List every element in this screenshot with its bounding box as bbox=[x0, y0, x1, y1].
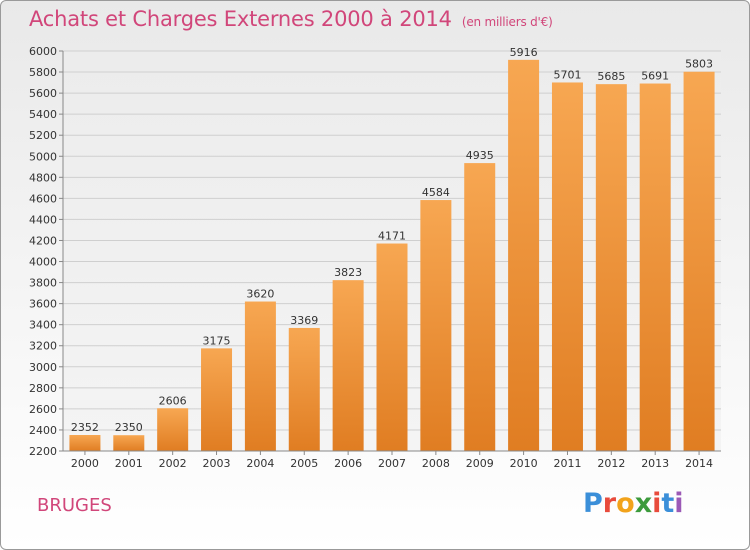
y-tick-label: 3600 bbox=[29, 298, 57, 311]
y-tick-label: 4000 bbox=[29, 256, 57, 269]
bar-2002 bbox=[157, 408, 189, 451]
data-label-2003: 3175 bbox=[203, 334, 231, 347]
logo-letter: r bbox=[602, 488, 617, 519]
data-label-2008: 4584 bbox=[422, 186, 450, 199]
chart-title-text: Achats et Charges Externes 2000 à 2014 bbox=[29, 7, 452, 31]
y-tick-label: 2600 bbox=[29, 403, 57, 416]
bar-2013 bbox=[639, 83, 671, 452]
y-tick-label: 4800 bbox=[29, 171, 57, 184]
logo-letter: x bbox=[634, 488, 653, 519]
x-tick-label: 2013 bbox=[641, 457, 669, 470]
x-tick-label: 2010 bbox=[510, 457, 538, 470]
data-label-2014: 5803 bbox=[685, 58, 713, 71]
y-tick-label: 3400 bbox=[29, 319, 57, 332]
bar-2003 bbox=[201, 348, 233, 451]
y-tick-label: 5400 bbox=[29, 108, 57, 121]
x-tick-label: 2003 bbox=[203, 457, 231, 470]
y-tick-label: 5600 bbox=[29, 87, 57, 100]
data-label-2005: 3369 bbox=[290, 314, 318, 327]
bar-2014 bbox=[683, 71, 715, 451]
y-tick-label: 5200 bbox=[29, 129, 57, 142]
bar-2005 bbox=[288, 327, 320, 451]
x-tick-label: 2002 bbox=[159, 457, 187, 470]
x-tick-label: 2008 bbox=[422, 457, 450, 470]
x-tick-label: 2012 bbox=[597, 457, 625, 470]
y-tick-label: 4400 bbox=[29, 213, 57, 226]
x-tick-label: 2007 bbox=[378, 457, 406, 470]
logo-letter: i bbox=[652, 488, 662, 519]
data-label-2010: 5916 bbox=[510, 46, 538, 59]
y-axis-ticks: 2200 2400 2600 2800 3000 3200 3400 3600 3800 4000… bbox=[29, 45, 63, 458]
bar-2010 bbox=[508, 59, 540, 452]
bar-2000 bbox=[69, 435, 101, 451]
chart-title: Achats et Charges Externes 2000 à 2014 (e… bbox=[29, 7, 553, 31]
y-tick-label: 2800 bbox=[29, 382, 57, 395]
y-tick-label: 5800 bbox=[29, 66, 57, 79]
data-label-2011: 5701 bbox=[553, 68, 581, 81]
logo-letter: P bbox=[583, 488, 603, 519]
data-label-2006: 3823 bbox=[334, 266, 362, 279]
data-labels: 2352 2350 2606 3175 3620 3369 3823 4171 4584 4935… bbox=[71, 46, 713, 434]
data-label-2004: 3620 bbox=[246, 288, 274, 301]
data-label-2002: 2606 bbox=[159, 394, 187, 407]
logo-letter: t bbox=[661, 488, 675, 519]
chart-subtitle: (en milliers d'€) bbox=[461, 15, 553, 29]
y-tick-label: 3200 bbox=[29, 340, 57, 353]
bar-2001 bbox=[113, 435, 145, 451]
x-tick-label: 2006 bbox=[334, 457, 362, 470]
x-tick-label: 2009 bbox=[466, 457, 494, 470]
bar-2008 bbox=[420, 200, 452, 451]
proxiti-logo[interactable]: Proxiti bbox=[583, 488, 684, 519]
data-label-2009: 4935 bbox=[466, 149, 494, 162]
bar-2012 bbox=[595, 84, 627, 451]
x-tick-label: 2014 bbox=[685, 457, 713, 470]
bar-2007 bbox=[376, 243, 408, 451]
y-tick-label: 2400 bbox=[29, 424, 57, 437]
y-tick-label: 5000 bbox=[29, 150, 57, 163]
x-tick-label: 2011 bbox=[553, 457, 581, 470]
logo-letter: o bbox=[616, 488, 635, 519]
y-tick-label: 4600 bbox=[29, 192, 57, 205]
x-tick-label: 2000 bbox=[71, 457, 99, 470]
data-label-2000: 2352 bbox=[71, 421, 99, 434]
x-tick-label: 2001 bbox=[115, 457, 143, 470]
y-tick-label: 2200 bbox=[29, 445, 57, 458]
data-label-2007: 4171 bbox=[378, 230, 406, 243]
bar-2009 bbox=[464, 163, 496, 451]
bar-2006 bbox=[332, 280, 364, 451]
bar-2011 bbox=[551, 82, 583, 451]
data-label-2013: 5691 bbox=[641, 70, 669, 83]
y-tick-label: 3000 bbox=[29, 361, 57, 374]
data-label-2001: 2350 bbox=[115, 421, 143, 434]
x-axis-ticks: 2000 2001 2002 2003 2004 2005 2006 2007 2008 2009… bbox=[71, 451, 713, 470]
data-label-2012: 5685 bbox=[597, 70, 625, 83]
y-tick-label: 3800 bbox=[29, 277, 57, 290]
x-tick-label: 2005 bbox=[290, 457, 318, 470]
y-tick-label: 6000 bbox=[29, 45, 57, 58]
logo-letter: i bbox=[674, 488, 684, 519]
y-tick-label: 4200 bbox=[29, 234, 57, 247]
commune-name: BRUGES bbox=[37, 495, 112, 516]
x-tick-label: 2004 bbox=[246, 457, 274, 470]
bar-2004 bbox=[244, 301, 276, 451]
bars bbox=[69, 59, 715, 452]
